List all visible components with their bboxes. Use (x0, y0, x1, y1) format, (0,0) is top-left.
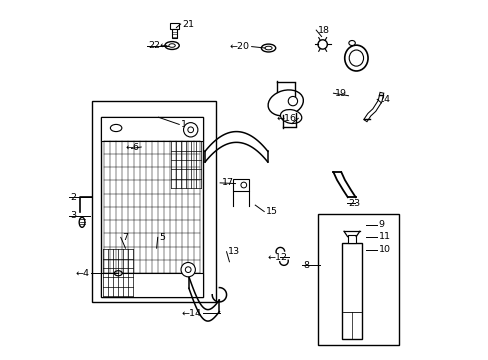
Ellipse shape (79, 217, 85, 227)
Circle shape (181, 262, 195, 277)
Ellipse shape (114, 271, 122, 276)
Circle shape (185, 267, 191, 273)
Ellipse shape (317, 40, 326, 49)
Text: 23: 23 (347, 199, 360, 208)
Circle shape (187, 127, 193, 133)
Bar (341, 243, 362, 338)
Ellipse shape (261, 44, 275, 52)
Ellipse shape (280, 109, 301, 123)
Text: 7: 7 (122, 233, 128, 242)
Text: 9: 9 (378, 220, 384, 229)
Circle shape (183, 123, 198, 137)
Bar (233, 179, 248, 191)
Ellipse shape (267, 90, 303, 116)
Ellipse shape (348, 50, 363, 66)
Ellipse shape (241, 182, 246, 188)
Bar (101, 273, 203, 297)
Text: ←20: ←20 (229, 42, 249, 51)
Bar (347, 235, 355, 243)
Bar (172, 29, 177, 38)
Bar (101, 117, 203, 297)
Text: 13: 13 (227, 247, 240, 256)
Bar (170, 23, 179, 29)
Text: 22←: 22← (148, 41, 168, 50)
Text: ←16: ←16 (276, 114, 296, 123)
Text: ←12: ←12 (267, 253, 287, 262)
Text: 15: 15 (265, 207, 277, 216)
Circle shape (287, 96, 297, 106)
Text: 18: 18 (317, 26, 329, 35)
Text: 2: 2 (70, 193, 76, 202)
Text: 5: 5 (159, 233, 165, 242)
Ellipse shape (348, 41, 355, 45)
Text: 21: 21 (182, 19, 194, 28)
Text: 1: 1 (180, 120, 186, 129)
Bar (317, 214, 398, 345)
Ellipse shape (168, 44, 175, 47)
Ellipse shape (164, 41, 179, 49)
Ellipse shape (110, 125, 122, 132)
Text: 3: 3 (70, 211, 76, 220)
Text: 10: 10 (378, 246, 390, 255)
Text: 11: 11 (378, 232, 390, 241)
Text: ←14: ←14 (181, 309, 201, 318)
Text: 8: 8 (303, 261, 309, 270)
Ellipse shape (264, 46, 271, 50)
Text: 19: 19 (334, 89, 346, 98)
Text: ←4: ←4 (75, 269, 89, 278)
Bar (92, 101, 215, 302)
Text: 24: 24 (378, 95, 390, 104)
Ellipse shape (344, 45, 367, 71)
Bar (101, 117, 203, 140)
Text: 17: 17 (221, 178, 233, 187)
Text: ←6: ←6 (125, 143, 139, 152)
